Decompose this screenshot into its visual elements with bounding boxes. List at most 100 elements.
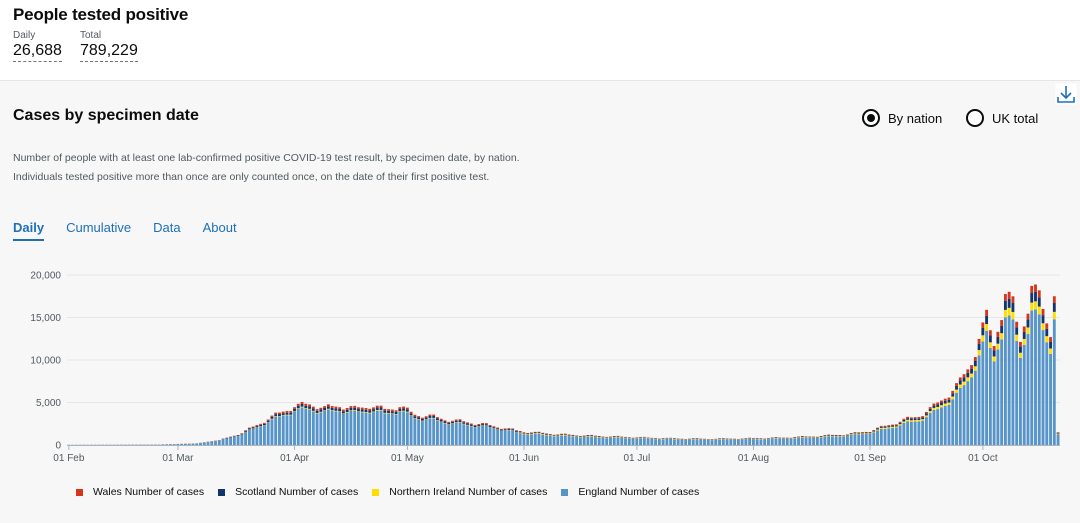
legend-scotland[interactable]: Scotland Number of cases bbox=[218, 486, 358, 498]
bar-wales bbox=[383, 408, 387, 411]
bar-scotland bbox=[424, 417, 428, 420]
bar-northern-ireland bbox=[951, 396, 955, 400]
by-nation-radio[interactable]: By nation bbox=[862, 109, 942, 127]
bar-england bbox=[214, 441, 217, 445]
bar-northern-ireland bbox=[861, 433, 864, 435]
radio-circle-selected[interactable] bbox=[862, 109, 880, 127]
bar-scotland bbox=[849, 433, 853, 435]
bar-england bbox=[161, 444, 165, 445]
bar-england bbox=[428, 418, 432, 445]
tab-data[interactable]: Data bbox=[153, 220, 181, 235]
legend-england[interactable]: England Number of cases bbox=[561, 486, 699, 498]
bar-scotland bbox=[526, 433, 530, 435]
bar-england bbox=[296, 408, 300, 445]
bar-england bbox=[590, 436, 594, 445]
bar-scotland bbox=[522, 432, 526, 434]
bar-england bbox=[383, 413, 387, 445]
tab-about[interactable]: About bbox=[202, 220, 237, 235]
bar-scotland bbox=[1056, 432, 1060, 434]
bar-northern-ireland bbox=[898, 424, 902, 426]
bar-scotland bbox=[932, 405, 936, 408]
bar-scotland bbox=[390, 411, 394, 414]
bar-england bbox=[846, 436, 849, 445]
radio-circle[interactable] bbox=[966, 109, 984, 127]
bar-england bbox=[887, 428, 891, 445]
bar-northern-ireland bbox=[274, 416, 278, 417]
bar-northern-ireland bbox=[372, 411, 375, 413]
bar-scotland bbox=[262, 423, 266, 426]
bar-wales bbox=[304, 403, 308, 406]
bar-scotland bbox=[1052, 302, 1056, 312]
bar-northern-ireland bbox=[308, 408, 311, 410]
bar-england bbox=[526, 434, 530, 445]
bar-scotland bbox=[936, 404, 940, 407]
bar-northern-ireland bbox=[522, 433, 526, 435]
bar-wales bbox=[417, 416, 421, 418]
bar-northern-ireland bbox=[1045, 336, 1049, 343]
bar-scotland bbox=[797, 436, 800, 438]
bar-england bbox=[484, 425, 488, 445]
bar-wales bbox=[319, 407, 323, 410]
bar-scotland bbox=[593, 436, 597, 437]
bar-wales bbox=[503, 428, 507, 430]
bar-northern-ireland bbox=[387, 413, 390, 414]
uk-total-radio[interactable]: UK total bbox=[966, 109, 1038, 127]
bar-scotland bbox=[357, 409, 360, 412]
bar-scotland bbox=[1003, 300, 1007, 310]
bar-england bbox=[646, 438, 650, 445]
bar-northern-ireland bbox=[548, 435, 552, 436]
bar-england bbox=[515, 432, 518, 445]
bar-england bbox=[797, 437, 800, 445]
total-label: Total bbox=[80, 30, 102, 41]
bar-england bbox=[996, 349, 1000, 445]
bar-scotland bbox=[560, 434, 563, 435]
total-value[interactable]: 789,229 bbox=[80, 42, 138, 62]
bar-scotland bbox=[477, 425, 481, 427]
bar-england bbox=[1034, 309, 1037, 445]
bar-wales bbox=[432, 414, 436, 416]
x-tick-label: 01 Apr bbox=[280, 453, 310, 464]
bar-wales bbox=[492, 426, 496, 428]
legend-label-northern-ireland: Northern Ireland Number of cases bbox=[389, 486, 548, 498]
legend-wales[interactable]: Wales Number of cases bbox=[76, 486, 204, 498]
tab-cumulative[interactable]: Cumulative bbox=[66, 220, 132, 235]
bar-england bbox=[537, 433, 541, 445]
bar-scotland bbox=[1037, 297, 1041, 307]
bar-wales bbox=[262, 422, 266, 424]
bar-scotland bbox=[240, 433, 244, 435]
bar-northern-ireland bbox=[932, 407, 936, 410]
bar-scotland bbox=[868, 432, 872, 434]
bar-wales bbox=[285, 411, 289, 413]
bar-northern-ireland bbox=[341, 413, 345, 414]
bar-scotland bbox=[876, 428, 879, 430]
bar-england bbox=[191, 443, 195, 445]
bar-northern-ireland bbox=[278, 416, 281, 417]
bar-scotland bbox=[1000, 325, 1004, 334]
bar-scotland bbox=[834, 435, 838, 437]
x-tick-label: 01 May bbox=[391, 453, 424, 464]
bar-england bbox=[736, 439, 740, 445]
bar-scotland bbox=[402, 408, 406, 411]
bar-scotland bbox=[413, 416, 417, 419]
bar-england bbox=[759, 439, 763, 445]
daily-value[interactable]: 26,688 bbox=[13, 42, 62, 62]
bar-scotland bbox=[372, 409, 375, 412]
bar-wales bbox=[864, 431, 868, 433]
bar-northern-ireland bbox=[887, 427, 891, 429]
bar-wales bbox=[1037, 290, 1041, 298]
bar-scotland bbox=[612, 436, 616, 437]
download-icon[interactable] bbox=[1055, 83, 1077, 105]
bar-wales bbox=[443, 420, 447, 422]
bar-northern-ireland bbox=[567, 435, 571, 437]
legend-northern-ireland[interactable]: Northern Ireland Number of cases bbox=[372, 486, 547, 498]
bar-wales bbox=[496, 427, 500, 429]
bar-scotland bbox=[533, 432, 537, 434]
bar-england bbox=[432, 418, 436, 445]
bar-england bbox=[834, 436, 838, 445]
bar-northern-ireland bbox=[285, 414, 289, 416]
tab-daily[interactable]: Daily bbox=[13, 220, 45, 241]
bar-england bbox=[232, 436, 236, 445]
bar-england bbox=[360, 412, 364, 445]
bar-england bbox=[492, 428, 496, 445]
bar-england bbox=[849, 434, 853, 445]
